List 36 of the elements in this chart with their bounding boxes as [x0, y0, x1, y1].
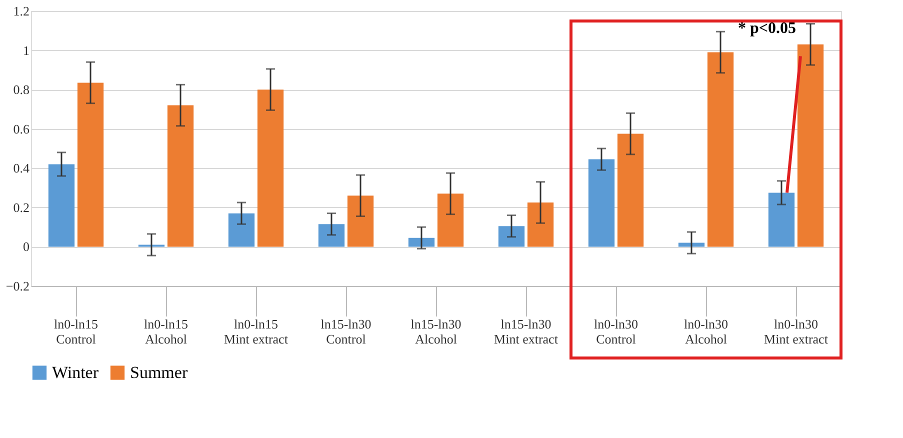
- bar: [437, 194, 464, 247]
- x-tick-label: ln15-ln30 Mint extract: [494, 316, 558, 346]
- x-tick-label: ln0-ln15 Alcohol: [144, 316, 188, 346]
- x-tick-label: ln0-ln30 Mint extract: [764, 316, 828, 346]
- y-tick-label: 1.2: [13, 4, 30, 18]
- x-tick-label: ln0-ln15 Control: [54, 316, 98, 346]
- bar: [588, 159, 615, 247]
- bar: [347, 196, 374, 247]
- bar: [228, 213, 255, 247]
- bar: [617, 134, 644, 247]
- x-tick-label: ln15-ln30 Control: [320, 316, 372, 346]
- bar: [77, 82, 104, 247]
- annotation: * p<0.05: [738, 20, 796, 38]
- bar: [768, 192, 795, 247]
- bar: [318, 224, 345, 247]
- x-tick-label: ln0-ln30 Control: [594, 316, 638, 346]
- y-tick-label: 0.8: [13, 82, 30, 98]
- x-tick-label: ln15-ln30 Alcohol: [410, 316, 462, 346]
- y-tick-label: −0.2: [6, 278, 30, 294]
- y-tick-label: 0.2: [13, 200, 30, 215]
- y-tick-label: 0.6: [13, 121, 30, 136]
- bar: [408, 238, 435, 247]
- y-tick-label: 0: [23, 239, 30, 254]
- y-tick-label: 0.4: [13, 160, 30, 176]
- bar: [527, 202, 554, 247]
- bar: [48, 164, 75, 247]
- bar: [257, 90, 284, 247]
- x-tick-label: ln0-ln30 Alcohol: [684, 316, 728, 346]
- x-tick-label: ln0-ln15 Mint extract: [224, 316, 288, 346]
- bar: [167, 105, 194, 247]
- bar: [707, 52, 734, 247]
- legend-label: Winter: [52, 362, 99, 382]
- y-tick-label: 1: [23, 42, 30, 58]
- bar: [498, 226, 525, 247]
- legend-label: Summer: [130, 362, 188, 382]
- bar: [797, 44, 824, 247]
